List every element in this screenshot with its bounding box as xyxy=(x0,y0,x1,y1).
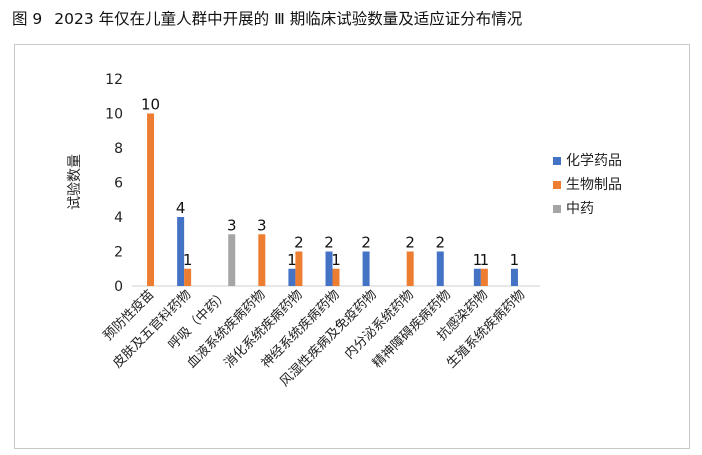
y-axis-title: 试验数量 xyxy=(67,154,83,210)
data-label: 1 xyxy=(473,251,483,269)
y-tick-label: 10 xyxy=(105,107,123,123)
bars xyxy=(147,113,518,286)
category-labels: 预防性疫苗皮肤及五官科药物呼吸（中药）血液系统疾病药物消化系统疾病药物神经系统疾… xyxy=(100,287,528,390)
legend-swatch xyxy=(553,157,561,165)
data-label: 1 xyxy=(480,251,490,269)
bar xyxy=(362,251,370,286)
data-label: 3 xyxy=(227,216,237,234)
y-axis-ticks: 0 2 4 6 8 10 12 xyxy=(105,72,123,295)
y-tick-label: 8 xyxy=(114,141,123,157)
bar xyxy=(510,268,518,286)
y-tick-label: 12 xyxy=(105,72,123,88)
bar xyxy=(147,113,155,286)
y-tick-label: 2 xyxy=(114,245,123,261)
legend-swatch xyxy=(553,205,561,213)
figure-number: 图 9 xyxy=(12,10,43,28)
bar xyxy=(177,217,185,286)
data-label: 2 xyxy=(294,234,304,252)
data-label: 1 xyxy=(331,251,341,269)
y-tick-label: 6 xyxy=(114,176,123,192)
legend-label: 化学药品 xyxy=(566,153,622,169)
data-label: 1 xyxy=(510,251,520,269)
data-label: 10 xyxy=(141,96,160,114)
data-label: 3 xyxy=(257,216,267,234)
bar xyxy=(473,268,481,286)
chart-frame xyxy=(14,44,690,449)
bar xyxy=(184,268,192,286)
bar xyxy=(436,251,444,286)
bar xyxy=(406,251,414,286)
legend-label: 生物制品 xyxy=(566,177,622,193)
bar xyxy=(288,268,296,286)
legend-swatch xyxy=(553,181,561,189)
bar xyxy=(325,251,333,286)
y-tick-label: 0 xyxy=(114,279,123,295)
bar xyxy=(332,268,340,286)
data-label: 2 xyxy=(324,234,334,252)
figure-title: 图 9 2023 年仅在儿童人群中开展的 Ⅲ 期临床试验数量及适应证分布情况 xyxy=(12,9,522,29)
bar xyxy=(258,234,266,286)
y-tick-label: 4 xyxy=(114,210,123,226)
bar xyxy=(228,234,236,286)
data-label: 2 xyxy=(405,234,415,252)
data-label: 1 xyxy=(183,251,193,269)
data-label: 4 xyxy=(176,199,186,217)
legend-label: 中药 xyxy=(566,201,594,217)
figure-title-text: 2023 年仅在儿童人群中开展的 Ⅲ 期临床试验数量及适应证分布情况 xyxy=(54,10,523,28)
y-axis-title-text: 试验数量 xyxy=(67,154,83,210)
bar xyxy=(295,251,303,286)
bar xyxy=(480,268,488,286)
data-label: 2 xyxy=(361,234,371,252)
data-label: 1 xyxy=(287,251,297,269)
data-label: 2 xyxy=(435,234,445,252)
